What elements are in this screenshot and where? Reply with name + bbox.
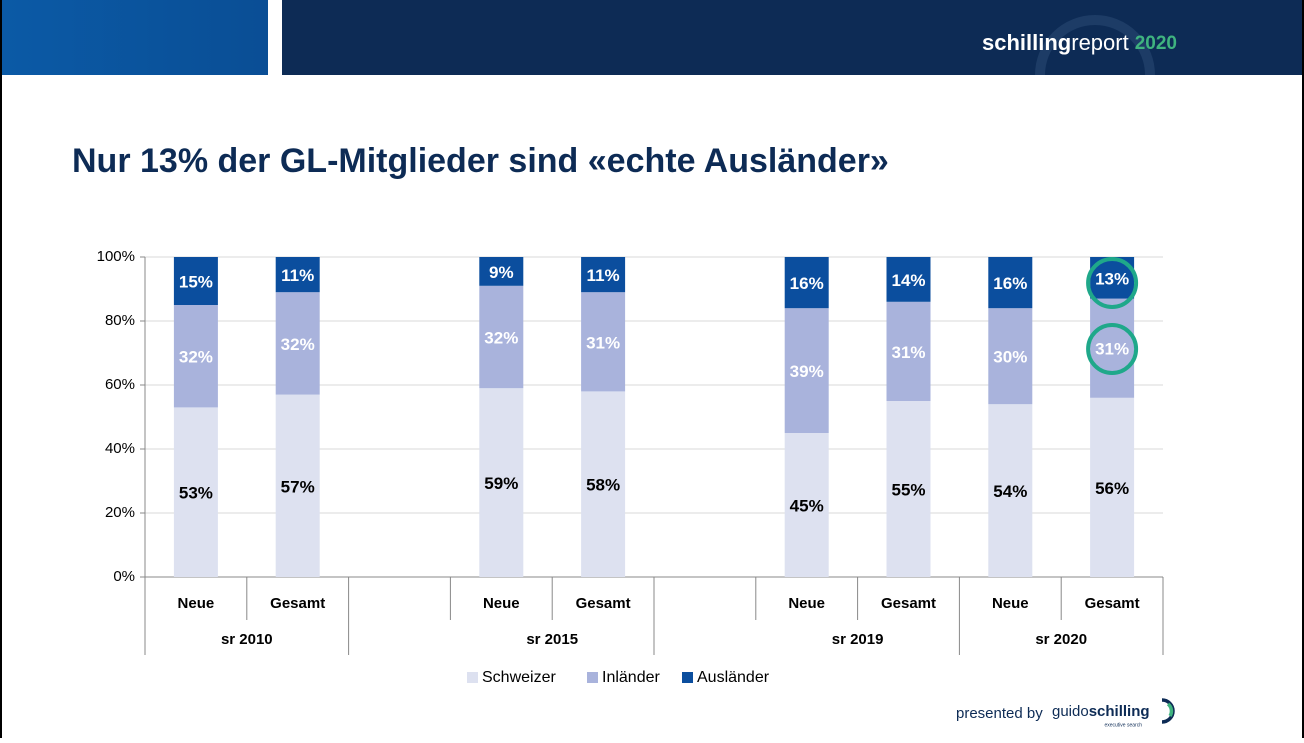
data-label: 58% — [586, 476, 620, 495]
data-label: 31% — [1095, 340, 1129, 359]
bar-segment — [479, 257, 524, 286]
bar-segment — [784, 257, 829, 309]
data-label: 16% — [993, 274, 1027, 293]
data-label: 14% — [891, 271, 925, 290]
x-tick-label: Gesamt — [881, 595, 936, 612]
bar-segment — [1090, 397, 1135, 577]
footer-logo — [1166, 702, 1174, 717]
bar-segment — [784, 433, 829, 577]
bar-segment — [275, 292, 320, 395]
bar-segment — [988, 404, 1033, 577]
highlight-circle — [1086, 257, 1139, 309]
bar-segment — [886, 301, 931, 401]
data-label: 31% — [891, 343, 925, 362]
y-tick-label: 60% — [105, 376, 135, 393]
footer-presented: presented by — [956, 705, 1043, 722]
bar-segment — [479, 388, 524, 577]
bar-segment — [581, 257, 626, 293]
brand-bold: schilling — [982, 30, 1071, 55]
y-tick-label: 100% — [97, 248, 135, 265]
header-arc — [1035, 15, 1155, 76]
bar-segment — [173, 407, 218, 577]
legend-swatch — [587, 672, 598, 683]
data-label: 39% — [790, 362, 824, 381]
footer-brand-bold: schilling — [1089, 703, 1150, 720]
x-tick-label: Gesamt — [270, 595, 325, 612]
legend-label: Ausländer — [697, 669, 770, 686]
data-label: 32% — [179, 348, 213, 367]
data-label: 55% — [891, 480, 925, 499]
bar-segment — [173, 257, 218, 305]
footer-brand-light: guido — [1052, 703, 1089, 720]
data-label: 11% — [281, 266, 314, 285]
bar-segment — [988, 308, 1033, 405]
data-label: 56% — [1095, 479, 1129, 498]
brand: report — [1071, 30, 1128, 55]
footer-tagline: executive search — [1104, 722, 1142, 728]
header-left — [0, 0, 268, 75]
data-label: 31% — [586, 333, 620, 352]
brand-year: 2020 — [1135, 33, 1177, 54]
data-label: 45% — [790, 496, 824, 515]
legend-swatch — [467, 672, 478, 683]
data-label: 53% — [179, 484, 213, 503]
y-tick-label: 0% — [113, 568, 135, 585]
x-tick-label: Neue — [178, 595, 215, 612]
legend-swatch — [682, 672, 693, 683]
y-tick-label: 20% — [105, 504, 135, 521]
chart-title: Nur 13% der GL-Mitglieder sind «echte Au… — [72, 142, 889, 180]
bar-segment — [581, 391, 626, 577]
legend-label: Schweizer — [482, 669, 556, 686]
bar-segment — [173, 305, 218, 408]
x-tick-label: Neue — [788, 595, 825, 612]
bar-segment — [275, 394, 320, 577]
footer-brand: guidoschilling — [1052, 703, 1150, 720]
data-label: 15% — [179, 272, 213, 291]
x-tick-label: Gesamt — [1085, 595, 1140, 612]
data-label: 16% — [790, 274, 824, 293]
bar-segment — [886, 401, 931, 577]
bar-segment — [988, 257, 1033, 309]
data-label: 57% — [281, 477, 315, 496]
data-label: 32% — [484, 328, 518, 347]
chart: 0% 20% 40% 60% 80% 100% Neue 53% 32% 15% Gesamt 57%… — [97, 248, 1164, 686]
legend-label: Inländer — [602, 669, 660, 686]
group-label: sr 2019 — [832, 631, 884, 648]
data-label: 30% — [993, 348, 1027, 367]
data-label: 32% — [281, 335, 315, 354]
x-tick-label: Neue — [992, 595, 1029, 612]
y-tick-label: 40% — [105, 440, 135, 457]
header-brand: schillingreport 2020 — [982, 30, 1177, 55]
data-label: 13% — [1095, 269, 1129, 288]
data-label: 11% — [587, 266, 620, 285]
highlight-circle — [1086, 323, 1139, 375]
data-label: 54% — [993, 482, 1027, 501]
bar-segment — [581, 292, 626, 392]
bar-segment — [1090, 298, 1135, 398]
group-label: sr 2010 — [221, 631, 273, 648]
x-tick-label: Neue — [483, 595, 520, 612]
bar-segment — [886, 257, 931, 302]
data-label: 9% — [489, 263, 514, 282]
group-label: sr 2015 — [526, 631, 578, 648]
bar-segment — [784, 308, 829, 433]
group-label: sr 2020 — [1035, 631, 1087, 648]
y-tick-label: 80% — [105, 312, 135, 329]
x-tick-label: Gesamt — [576, 595, 631, 612]
data-label: 59% — [484, 474, 518, 493]
bar-segment — [275, 257, 320, 293]
bar-segment — [479, 285, 524, 389]
